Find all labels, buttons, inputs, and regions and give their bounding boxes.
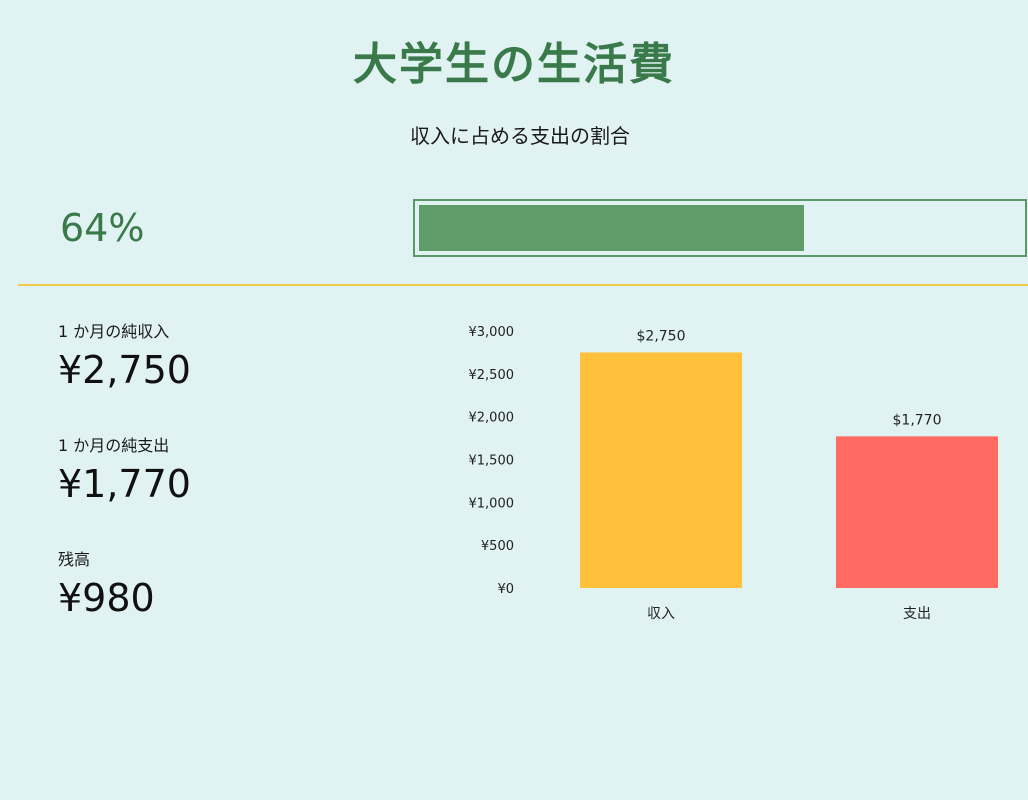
expense-ratio-percent: 64% xyxy=(60,206,145,250)
income-expense-bar-chart: ¥0 ¥500 ¥1,000 ¥1,500 ¥2,000 ¥2,500 ¥3,000 $2,7… xyxy=(469,325,998,622)
expense-ratio-bar xyxy=(413,199,1027,257)
bar xyxy=(836,436,998,588)
income-value: ¥2,750 xyxy=(58,348,191,392)
y-tick-label: ¥500 xyxy=(481,539,514,554)
expense-value: ¥1,770 xyxy=(58,462,191,506)
expense-label: 1 か月の純支出 xyxy=(58,436,170,455)
page-subtitle: 収入に占める支出の割合 xyxy=(410,124,630,148)
y-tick-label: ¥0 xyxy=(497,582,514,597)
balance-value: ¥980 xyxy=(58,576,155,620)
y-tick-label: ¥1,000 xyxy=(469,496,515,511)
bar xyxy=(580,352,742,588)
y-tick-label: ¥2,500 xyxy=(469,368,515,383)
y-tick-label: ¥3,000 xyxy=(469,325,515,340)
income-label: 1 か月の純収入 xyxy=(58,322,170,341)
page-title: 大学生の生活費 xyxy=(353,39,675,90)
data-label: $1,770 xyxy=(893,412,942,428)
x-tick-label: 支出 xyxy=(903,606,931,622)
x-tick-label: 収入 xyxy=(647,606,675,622)
y-tick-label: ¥1,500 xyxy=(469,454,515,469)
section-divider xyxy=(18,284,1028,286)
y-tick-label: ¥2,000 xyxy=(469,411,515,426)
data-label: $2,750 xyxy=(637,328,686,344)
expense-ratio-fill xyxy=(419,205,804,251)
balance-label: 残高 xyxy=(58,550,91,569)
